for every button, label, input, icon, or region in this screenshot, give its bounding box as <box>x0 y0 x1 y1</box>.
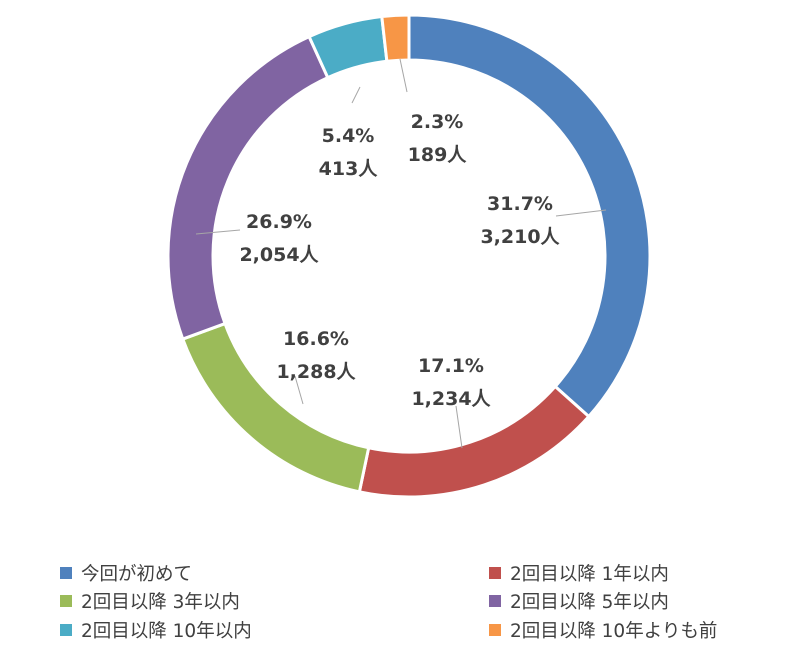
slice-count-label: 413人 <box>319 158 379 180</box>
legend-item: 2回目以降 5年以内 <box>489 588 669 614</box>
legend-label: 2回目以降 1年以内 <box>510 564 669 585</box>
legend-label: 2回目以降 10年以内 <box>81 621 252 642</box>
donut-slice-4 <box>166 34 330 341</box>
slice-percent-label: 26.9% <box>246 211 312 233</box>
slice-percent-label: 2.3% <box>411 111 464 133</box>
donut-slice-6 <box>380 13 411 63</box>
slice-count-label: 2,054人 <box>239 244 319 266</box>
legend-item: 2回目以降 10年よりも前 <box>489 617 717 643</box>
legend-item: 2回目以降 1年以内 <box>489 560 669 586</box>
legend-label: 2回目以降 3年以内 <box>81 592 240 613</box>
legend-swatch <box>489 595 501 607</box>
donut-svg: 31.7% 3,210人 17.1% 1,234人 16.6% 1,288人 26.9% 2,… <box>166 13 652 499</box>
slice-count-label: 3,210人 <box>480 226 560 248</box>
legend-item: 今回が初めて <box>60 560 192 586</box>
legend-swatch <box>60 595 72 607</box>
legend-label: 2回目以降 10年よりも前 <box>510 621 718 642</box>
legend-swatch <box>60 567 72 579</box>
leader-line-2 <box>455 405 463 449</box>
legend-swatch <box>489 624 501 636</box>
slice-count-label: 1,234人 <box>411 388 491 410</box>
legend-label: 2回目以降 5年以内 <box>510 592 669 613</box>
legend-item: 2回目以降 3年以内 <box>60 588 240 614</box>
slice-percent-label: 5.4% <box>322 125 375 147</box>
slice-count-label: 189人 <box>408 144 468 166</box>
leader-line-1 <box>555 209 607 217</box>
slice-percent-label: 31.7% <box>487 193 553 215</box>
legend-item: 2回目以降 10年以内 <box>60 617 252 643</box>
leader-line-4 <box>195 229 241 235</box>
legend-swatch <box>60 624 72 636</box>
legend-swatch <box>489 567 501 579</box>
leader-line-3 <box>294 375 304 405</box>
slice-percent-label: 17.1% <box>418 355 484 377</box>
slice-count-label: 1,288人 <box>276 361 356 383</box>
leader-line-5 <box>351 86 361 104</box>
leader-line-6 <box>399 58 408 93</box>
slice-percent-label: 16.6% <box>283 328 349 350</box>
legend-label: 今回が初めて <box>81 564 193 585</box>
